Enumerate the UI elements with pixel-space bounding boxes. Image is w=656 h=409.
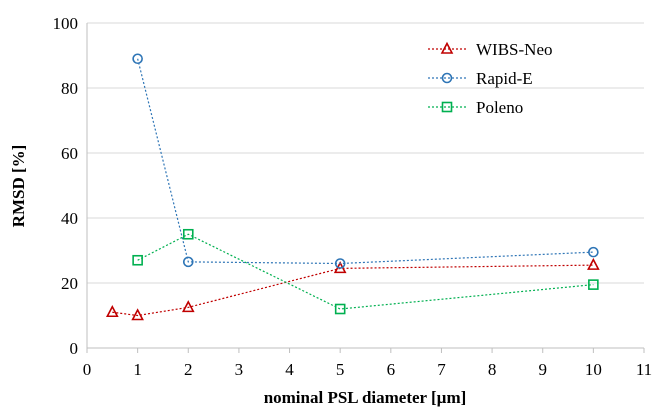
x-tick-label-10: 10: [585, 360, 602, 379]
x-tick-label-11: 11: [636, 360, 652, 379]
x-tick-label-8: 8: [488, 360, 497, 379]
data-point-poleno-0: [132, 254, 143, 266]
x-tick-label-7: 7: [437, 360, 446, 379]
series-line-rapid-e: [137, 58, 594, 265]
data-point-wibs-neo-1: [131, 308, 144, 321]
x-tick-label-4: 4: [285, 360, 294, 379]
legend-label-poleno: Poleno: [476, 98, 523, 117]
y-tick-labels: 0 20 40 60 80 100: [53, 14, 79, 358]
series-group: [105, 53, 600, 321]
data-point-rapid-e-1: [182, 256, 194, 268]
data-point-wibs-neo-4: [587, 257, 600, 270]
data-point-rapid-e-2: [334, 258, 346, 269]
y-tick-label-40: 40: [61, 209, 78, 228]
series-poleno: [132, 228, 599, 315]
x-tick-label-3: 3: [235, 360, 244, 379]
x-axis-title: nominal PSL diameter [µm]: [264, 388, 467, 407]
legend-marker-poleno: [441, 101, 453, 113]
legend-item-rapid-e: Rapid-E: [428, 69, 533, 88]
data-point-poleno-2: [334, 303, 346, 315]
legend-item-poleno: Poleno: [428, 98, 523, 117]
legend-label-rapid-e: Rapid-E: [476, 69, 533, 88]
data-point-wibs-neo-2: [181, 300, 195, 313]
legend-item-wibs-neo: WIBS-Neo: [428, 40, 552, 59]
y-tick-label-100: 100: [53, 14, 79, 33]
series-rapid-e: [132, 53, 599, 269]
legend-label-wibs-neo: WIBS-Neo: [476, 40, 552, 59]
legend-marker-rapid-e: [441, 72, 453, 84]
data-point-wibs-neo-0: [105, 305, 119, 318]
legend-marker-wibs-neo: [440, 41, 454, 54]
y-tick-label-80: 80: [61, 79, 78, 98]
legend: WIBS-Neo Rapid-E Poleno: [428, 40, 552, 117]
grid: [87, 22, 644, 284]
y-tick-label-20: 20: [61, 274, 78, 293]
data-point-poleno-1: [182, 228, 194, 240]
x-tick-label-0: 0: [83, 360, 92, 379]
x-tick-label-5: 5: [336, 360, 345, 379]
x-tick-label-1: 1: [133, 360, 142, 379]
y-axis-title: RMSD [%]: [9, 145, 28, 228]
x-tick-label-2: 2: [184, 360, 193, 379]
series-line-wibs-neo: [112, 264, 594, 317]
y-tick-label-0: 0: [70, 339, 79, 358]
series-wibs-neo: [105, 257, 600, 321]
data-point-poleno-3: [588, 279, 599, 290]
series-line-poleno: [137, 233, 594, 310]
data-point-rapid-e-0: [132, 53, 143, 65]
x-tick-labels: 0 1 2 3 4 5 6 7 8 9 10 11: [83, 360, 652, 379]
data-point-rapid-e-3: [588, 246, 599, 258]
x-tick-label-9: 9: [538, 360, 547, 379]
x-tick-label-6: 6: [387, 360, 396, 379]
axes: [86, 23, 645, 353]
y-tick-label-60: 60: [61, 144, 78, 163]
